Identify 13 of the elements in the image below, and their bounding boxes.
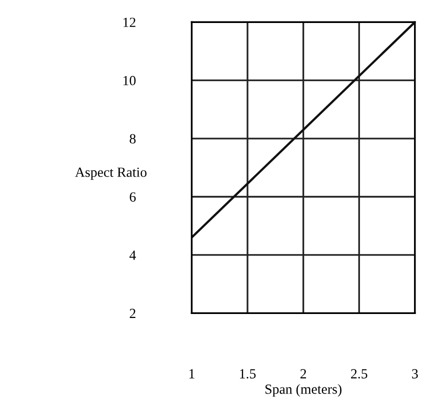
x-tick-label: 1.5 — [240, 369, 256, 379]
x-tick-label: 3 — [412, 369, 418, 378]
y-tick-label: 6 — [130, 192, 136, 202]
x-axis-title: Span (meters) — [265, 384, 342, 397]
y-tick-label: 10 — [123, 76, 136, 86]
x-tick-label: 1 — [189, 369, 194, 378]
y-tick-label: 12 — [123, 18, 136, 27]
y-tick-label: 8 — [130, 134, 136, 144]
y-axis-title: Aspect Ratio — [75, 168, 147, 180]
x-tick-label: 2.5 — [351, 369, 368, 379]
y-tick-label: 4 — [129, 250, 136, 260]
y-tick-label: 2 — [130, 308, 136, 318]
x-tick-label: 2 — [300, 369, 306, 378]
